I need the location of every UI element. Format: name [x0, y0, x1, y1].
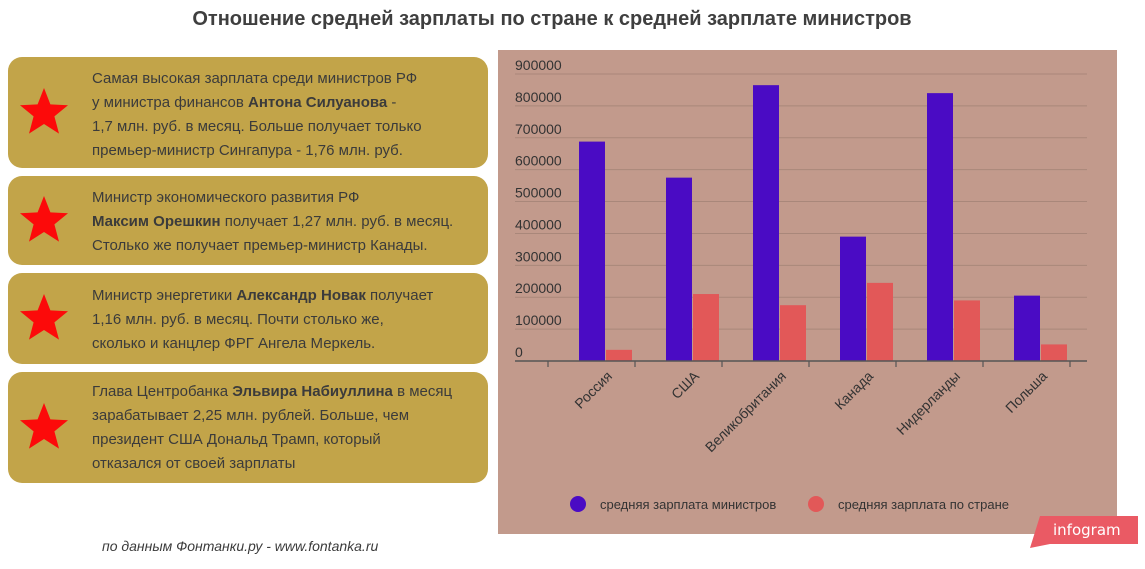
card-text: Министр энергетики Александр Новак получ…	[92, 284, 480, 356]
card-text-run: Столько же получает премьер-министр Кана…	[92, 237, 428, 254]
x-tick-label: Великобритания	[702, 368, 789, 455]
y-tick-label: 0	[515, 344, 523, 360]
star-icon	[20, 88, 68, 134]
card-line: Министр экономического развития РФ	[92, 186, 480, 210]
info-card-3: Министр энергетики Александр Новак получ…	[8, 273, 488, 364]
card-line: президент США Дональд Трамп, который	[92, 428, 480, 452]
legend-marker	[570, 496, 586, 512]
bar	[693, 294, 719, 361]
card-text-run: сколько и канцлер ФРГ Ангела Меркель.	[92, 335, 376, 352]
y-tick-label: 400000	[515, 216, 562, 232]
card-text-run: получает 1,27 млн. руб. в месяц.	[220, 213, 454, 230]
bar	[753, 85, 779, 362]
y-tick-label: 900000	[515, 57, 562, 73]
card-text: Самая высокая зарплата среди министров Р…	[92, 67, 480, 163]
card-text-run: у министра финансов	[92, 94, 249, 111]
card-bold-name: Эльвира Набиуллина	[232, 383, 393, 400]
bar	[840, 236, 866, 361]
x-tick-label: США	[668, 367, 703, 402]
bar	[1014, 295, 1040, 361]
card-line: сколько и канцлер ФРГ Ангела Меркель.	[92, 332, 480, 356]
source-note: по данным Фонтанки.ру - www.fontanka.ru	[102, 538, 379, 554]
card-line: зарабатывает 2,25 млн. рублей. Больше, ч…	[92, 404, 480, 428]
card-line: отказался от своей зарплаты	[92, 452, 480, 476]
bar	[666, 177, 692, 361]
card-line: Министр энергетики Александр Новак получ…	[92, 284, 480, 308]
card-bold-name: Максим Орешкин	[92, 213, 221, 230]
bar	[954, 300, 980, 361]
bar	[579, 141, 605, 361]
legend-label: средняя зарплата министров	[600, 497, 776, 512]
card-text: Глава Центробанка Эльвира Набиуллина в м…	[92, 380, 480, 476]
bar	[927, 93, 953, 361]
card-text-run: отказался от своей зарплаты	[92, 455, 296, 472]
info-card-2: Министр экономического развития РФ Максим…	[8, 176, 488, 265]
card-text-run: 1,16 млн. руб. в месяц. Почти столько же…	[92, 311, 384, 328]
bar	[780, 305, 806, 361]
card-text: Министр экономического развития РФ Максим…	[92, 186, 480, 258]
y-tick-label: 800000	[515, 89, 562, 105]
card-line: у министра финансов Антона Силуанова -	[92, 91, 480, 115]
card-text-run: -	[387, 94, 397, 111]
infogram-logo-shape	[1030, 516, 1138, 548]
card-text-run: Министр энергетики	[92, 287, 237, 304]
x-tick-label: Нидерланды	[893, 368, 963, 438]
card-text-run: Министр экономического развития РФ	[92, 189, 360, 206]
star-icon	[20, 403, 68, 449]
chart-panel: 900000 800000 700000 600000 500000 400000 3000…	[498, 50, 1117, 534]
bar	[1041, 344, 1067, 361]
card-line: Глава Центробанка Эльвира Набиуллина в м…	[92, 380, 480, 404]
infogram-badge[interactable]: infogram	[1030, 514, 1140, 552]
y-tick-label: 200000	[515, 280, 562, 296]
card-bold-name: Антона Силуанова	[248, 94, 388, 111]
info-card-4: Глава Центробанка Эльвира Набиуллина в м…	[8, 372, 488, 483]
y-tick-label: 100000	[515, 312, 562, 328]
info-card-1: Самая высокая зарплата среди министров Р…	[8, 57, 488, 168]
card-text-run: Самая высокая зарплата среди министров Р…	[92, 70, 418, 87]
legend-label: средняя зарплата по стране	[838, 497, 1009, 512]
y-tick-label: 300000	[515, 248, 562, 264]
card-text-run: в месяц	[392, 383, 453, 400]
card-line: Максим Орешкин получает 1,27 млн. руб. в…	[92, 210, 480, 234]
card-text-run: президент США Дональд Трамп, который	[92, 431, 381, 448]
y-tick-label: 600000	[515, 153, 562, 169]
x-tick-label: Россия	[571, 368, 615, 412]
star-icon	[20, 196, 68, 242]
x-tick-label: Польша	[1002, 368, 1050, 416]
bar-chart: 900000 800000 700000 600000 500000 400000 3000…	[515, 57, 1087, 512]
page-title: Отношение средней зарплаты по стране к с…	[192, 8, 912, 30]
card-text-run: 1,7 млн. руб. в месяц. Больше получает т…	[92, 118, 422, 135]
card-line: премьер-министр Сингапура - 1,76 млн. ру…	[92, 139, 480, 163]
y-tick-label: 500000	[515, 185, 562, 201]
bar	[606, 349, 632, 361]
card-bold-name: Александр Новак	[236, 287, 366, 304]
card-text-run: премьер-министр Сингапура - 1,76 млн. ру…	[92, 142, 403, 159]
card-line: 1,16 млн. руб. в месяц. Почти столько же…	[92, 308, 480, 332]
card-text-run: зарабатывает 2,25 млн. рублей. Больше, ч…	[92, 407, 410, 424]
legend-marker	[808, 496, 824, 512]
card-line: 1,7 млн. руб. в месяц. Больше получает т…	[92, 115, 480, 139]
x-tick-label: Канада	[831, 368, 876, 413]
card-line: Самая высокая зарплата среди министров Р…	[92, 67, 480, 91]
bar	[867, 282, 893, 361]
card-text-run: получает	[365, 287, 434, 304]
star-icon	[20, 294, 68, 340]
card-text-run: Глава Центробанка	[92, 383, 233, 400]
y-tick-label: 700000	[515, 121, 562, 137]
card-line: Столько же получает премьер-министр Кана…	[92, 234, 480, 258]
infogram-label: infogram	[1053, 521, 1121, 539]
